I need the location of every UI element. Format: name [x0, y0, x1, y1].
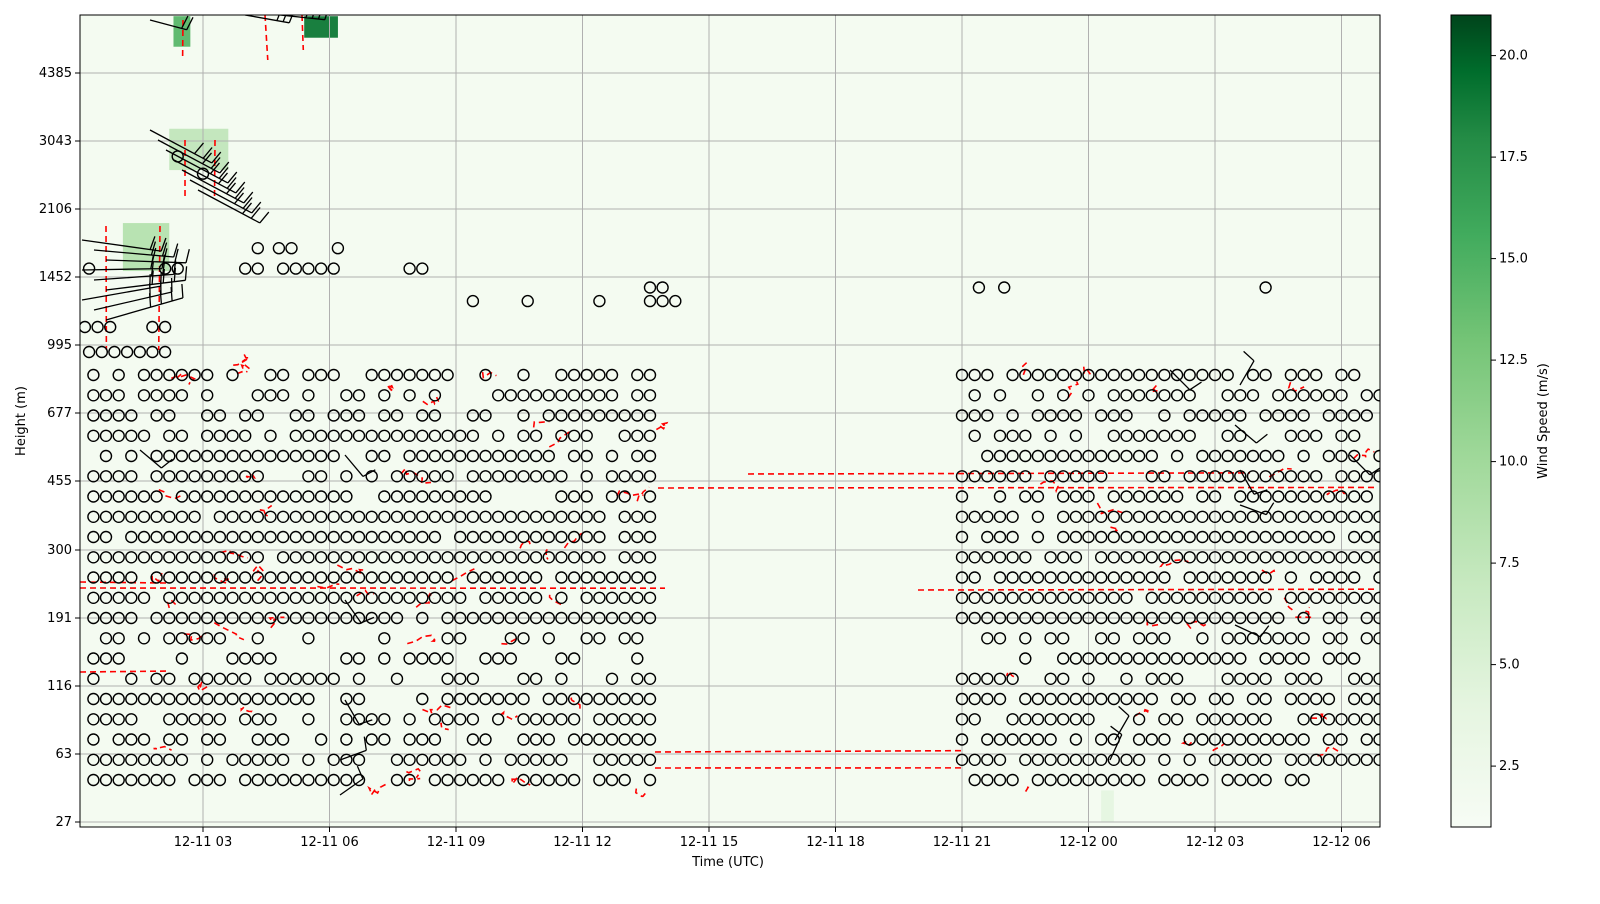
y-tick-label: 63 — [55, 747, 72, 762]
y-tick-label: 995 — [47, 338, 72, 353]
plot-background — [80, 15, 1380, 827]
y-tick-label: 2106 — [39, 202, 72, 217]
x-tick-label: 12-12 00 — [1059, 835, 1117, 850]
x-tick-label: 12-11 18 — [806, 835, 864, 850]
y-tick-label: 677 — [47, 406, 72, 421]
y-tick-label: 27 — [55, 815, 72, 830]
x-tick-label: 12-12 06 — [1312, 835, 1370, 850]
y-axis-label: Height (m) — [14, 386, 29, 456]
x-tick-label: 12-12 03 — [1186, 835, 1244, 850]
x-tick-label: 12-11 21 — [933, 835, 991, 850]
x-tick-label: 12-11 15 — [680, 835, 738, 850]
x-tick-label: 12-11 09 — [427, 835, 485, 850]
wind-speed-patch — [1101, 790, 1114, 822]
y-tick-label: 1452 — [39, 270, 72, 285]
x-tick-label: 12-11 12 — [553, 835, 611, 850]
x-axis-ticks: 12-11 03 12-11 06 12-11 09 12-11 12 12-11 15… — [174, 827, 1371, 850]
x-tick-label: 12-11 03 — [174, 835, 232, 850]
colorbar-tick-label: 2.5 — [1499, 759, 1520, 774]
y-tick-label: 300 — [47, 543, 72, 558]
colorbar-tick-label: 10.0 — [1499, 455, 1528, 470]
colorbar-tick-label: 17.5 — [1499, 150, 1528, 165]
colorbar-tick-label: 7.5 — [1499, 556, 1520, 571]
colorbar-ticks: 2.5 5.0 7.5 10.0 12.5 15.0 17.5 20.0 — [1491, 49, 1528, 775]
y-tick-label: 116 — [47, 679, 72, 694]
y-tick-label: 3043 — [39, 134, 72, 149]
y-axis-ticks: 27 63 116 191 300 455 677 995 1452 2106 3043 4385 — [39, 66, 80, 830]
colorbar — [1451, 15, 1491, 827]
colorbar-label: Wind Speed (m/s) — [1536, 363, 1551, 479]
colorbar-tick-label: 15.0 — [1499, 252, 1528, 267]
x-axis-label: Time (UTC) — [691, 855, 764, 870]
colorbar-tick-label: 5.0 — [1499, 658, 1520, 673]
wind-speed-patch — [173, 16, 190, 47]
x-tick-label: 12-11 06 — [300, 835, 358, 850]
colorbar-tick-label: 20.0 — [1499, 49, 1528, 64]
y-tick-label: 455 — [47, 474, 72, 489]
colorbar-tick-label: 12.5 — [1499, 353, 1528, 368]
y-tick-label: 4385 — [39, 66, 72, 81]
y-tick-label: 191 — [47, 611, 72, 626]
